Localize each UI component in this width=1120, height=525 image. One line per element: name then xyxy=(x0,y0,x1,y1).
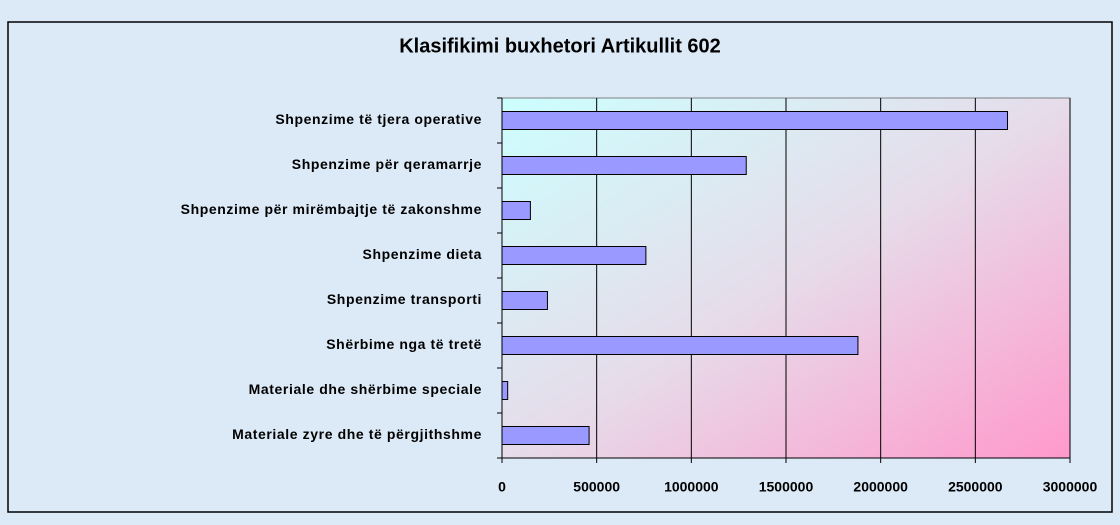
y-tick-label: Shpenzime dieta xyxy=(363,246,482,262)
bar xyxy=(501,291,548,310)
bar xyxy=(501,336,859,355)
y-tick-label: Materiale zyre dhe të përgjithshme xyxy=(232,426,482,442)
x-tick-label: 0 xyxy=(498,479,506,495)
x-tick-label: 2000000 xyxy=(853,479,908,495)
x-tick-label: 1500000 xyxy=(759,479,814,495)
bar xyxy=(501,426,590,445)
chart-title: Klasifikimi buxhetori Artikullit 602 xyxy=(399,35,721,57)
x-tick-label: 1000000 xyxy=(664,479,719,495)
y-tick-label: Shpenzime për qeramarrje xyxy=(292,156,482,172)
bar xyxy=(501,111,1009,130)
bar xyxy=(501,156,747,175)
bar xyxy=(501,201,531,220)
x-tick-label: 500000 xyxy=(573,479,620,495)
bar xyxy=(501,246,647,265)
y-tick-label: Shpenzime transporti xyxy=(327,291,482,307)
y-tick-label: Materiale dhe shërbime speciale xyxy=(249,381,482,397)
y-tick-label: Shërbime nga të tretë xyxy=(326,336,482,352)
x-tick-label: 3000000 xyxy=(1043,479,1098,495)
bar xyxy=(501,381,509,400)
x-tick-label: 2500000 xyxy=(948,479,1003,495)
y-tick-label: Shpenzime të tjera operative xyxy=(275,111,482,127)
y-tick-label: Shpenzime për mirëmbajtje të zakonshme xyxy=(181,201,482,217)
